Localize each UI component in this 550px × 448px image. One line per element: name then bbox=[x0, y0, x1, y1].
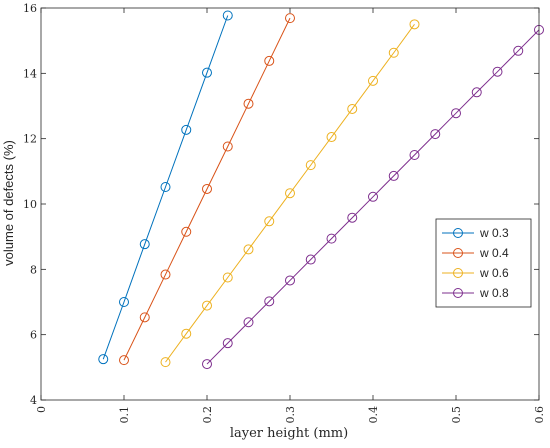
series-line bbox=[165, 24, 415, 363]
x-tick-label: 0.1 bbox=[118, 406, 131, 424]
x-tick-label: 0.6 bbox=[533, 406, 546, 424]
legend-marker bbox=[453, 228, 463, 238]
data-point bbox=[160, 182, 171, 193]
data-point bbox=[119, 355, 129, 366]
data-point bbox=[409, 150, 420, 160]
data-point bbox=[243, 244, 254, 255]
series-2 bbox=[160, 19, 420, 368]
legend-entry: w 0.3 bbox=[442, 226, 509, 240]
data-point bbox=[471, 87, 482, 98]
y-tick-label: 8 bbox=[30, 263, 37, 276]
data-point bbox=[326, 132, 337, 143]
data-point bbox=[264, 55, 275, 66]
plot-background bbox=[41, 8, 539, 400]
data-point bbox=[347, 103, 358, 114]
legend-marker bbox=[453, 288, 463, 298]
y-tick-label: 12 bbox=[23, 133, 37, 146]
x-tick-label: 0.4 bbox=[367, 406, 380, 424]
series-0 bbox=[98, 10, 233, 365]
legend: w 0.3 w 0.4 w 0.6 w 0.8 bbox=[435, 218, 532, 308]
data-point bbox=[222, 141, 233, 152]
legend-label: w 0.6 bbox=[479, 266, 509, 280]
legend-entry: w 0.6 bbox=[442, 266, 509, 280]
data-point bbox=[451, 108, 461, 119]
data-point bbox=[98, 354, 109, 365]
y-tick-label: 14 bbox=[23, 67, 37, 80]
data-point bbox=[285, 188, 295, 199]
data-point bbox=[305, 254, 316, 265]
data-point bbox=[368, 75, 378, 86]
data-point bbox=[222, 10, 233, 21]
data-point bbox=[347, 212, 358, 223]
legend-label: w 0.4 bbox=[479, 246, 509, 260]
y-tick-label: 16 bbox=[23, 2, 37, 15]
data-point bbox=[409, 19, 420, 30]
data-point bbox=[264, 296, 275, 307]
data-point bbox=[326, 233, 337, 244]
legend-entry: w 0.8 bbox=[442, 286, 509, 300]
data-point bbox=[202, 183, 212, 194]
data-point bbox=[492, 66, 503, 77]
x-tick-label: 0.2 bbox=[201, 406, 214, 424]
x-tick-label: 0 bbox=[35, 406, 48, 413]
data-point bbox=[285, 13, 295, 24]
data-point bbox=[222, 338, 233, 349]
data-point bbox=[264, 216, 275, 227]
series-layer bbox=[98, 10, 544, 370]
series-line bbox=[123, 17, 291, 361]
series-line bbox=[206, 29, 540, 365]
x-tick-label: 0.5 bbox=[450, 406, 463, 424]
data-point bbox=[181, 328, 192, 339]
data-point bbox=[181, 124, 192, 135]
y-tick-label: 6 bbox=[30, 329, 37, 342]
data-point bbox=[181, 226, 192, 237]
y-tick-label: 4 bbox=[30, 394, 37, 407]
x-tick-label: 0.3 bbox=[284, 406, 297, 424]
data-point bbox=[285, 275, 295, 286]
series-line bbox=[102, 15, 229, 360]
data-point bbox=[202, 359, 212, 370]
x-axis-label: layer height (mm) bbox=[230, 426, 348, 441]
y-tick-label: 10 bbox=[23, 198, 37, 211]
data-point bbox=[119, 297, 129, 307]
legend-marker bbox=[453, 268, 463, 278]
legend-marker bbox=[453, 248, 463, 258]
series-1 bbox=[119, 13, 295, 366]
data-point bbox=[513, 45, 524, 56]
data-point bbox=[202, 67, 212, 78]
legend-entry: w 0.4 bbox=[442, 246, 509, 260]
axes-layer: 0 0.1 0.2 0.3 0.4 0.5 0.6 4 6 8 10 12 14 16 bbox=[23, 2, 546, 424]
data-point bbox=[222, 272, 233, 283]
data-point bbox=[202, 300, 212, 311]
data-point bbox=[243, 98, 254, 109]
data-point bbox=[368, 191, 378, 202]
y-axis-label: volume of defects (%) bbox=[1, 140, 16, 266]
data-point bbox=[388, 170, 399, 181]
data-point bbox=[139, 239, 150, 250]
data-point bbox=[139, 312, 150, 323]
plot-area bbox=[41, 8, 539, 400]
data-point bbox=[243, 317, 254, 328]
data-point bbox=[160, 269, 171, 280]
legend-box bbox=[435, 218, 532, 308]
legend-label: w 0.3 bbox=[479, 226, 509, 240]
data-point bbox=[305, 160, 316, 171]
legend-label: w 0.8 bbox=[479, 286, 509, 300]
data-point bbox=[388, 47, 399, 58]
data-point bbox=[430, 129, 441, 140]
data-point bbox=[160, 357, 171, 368]
